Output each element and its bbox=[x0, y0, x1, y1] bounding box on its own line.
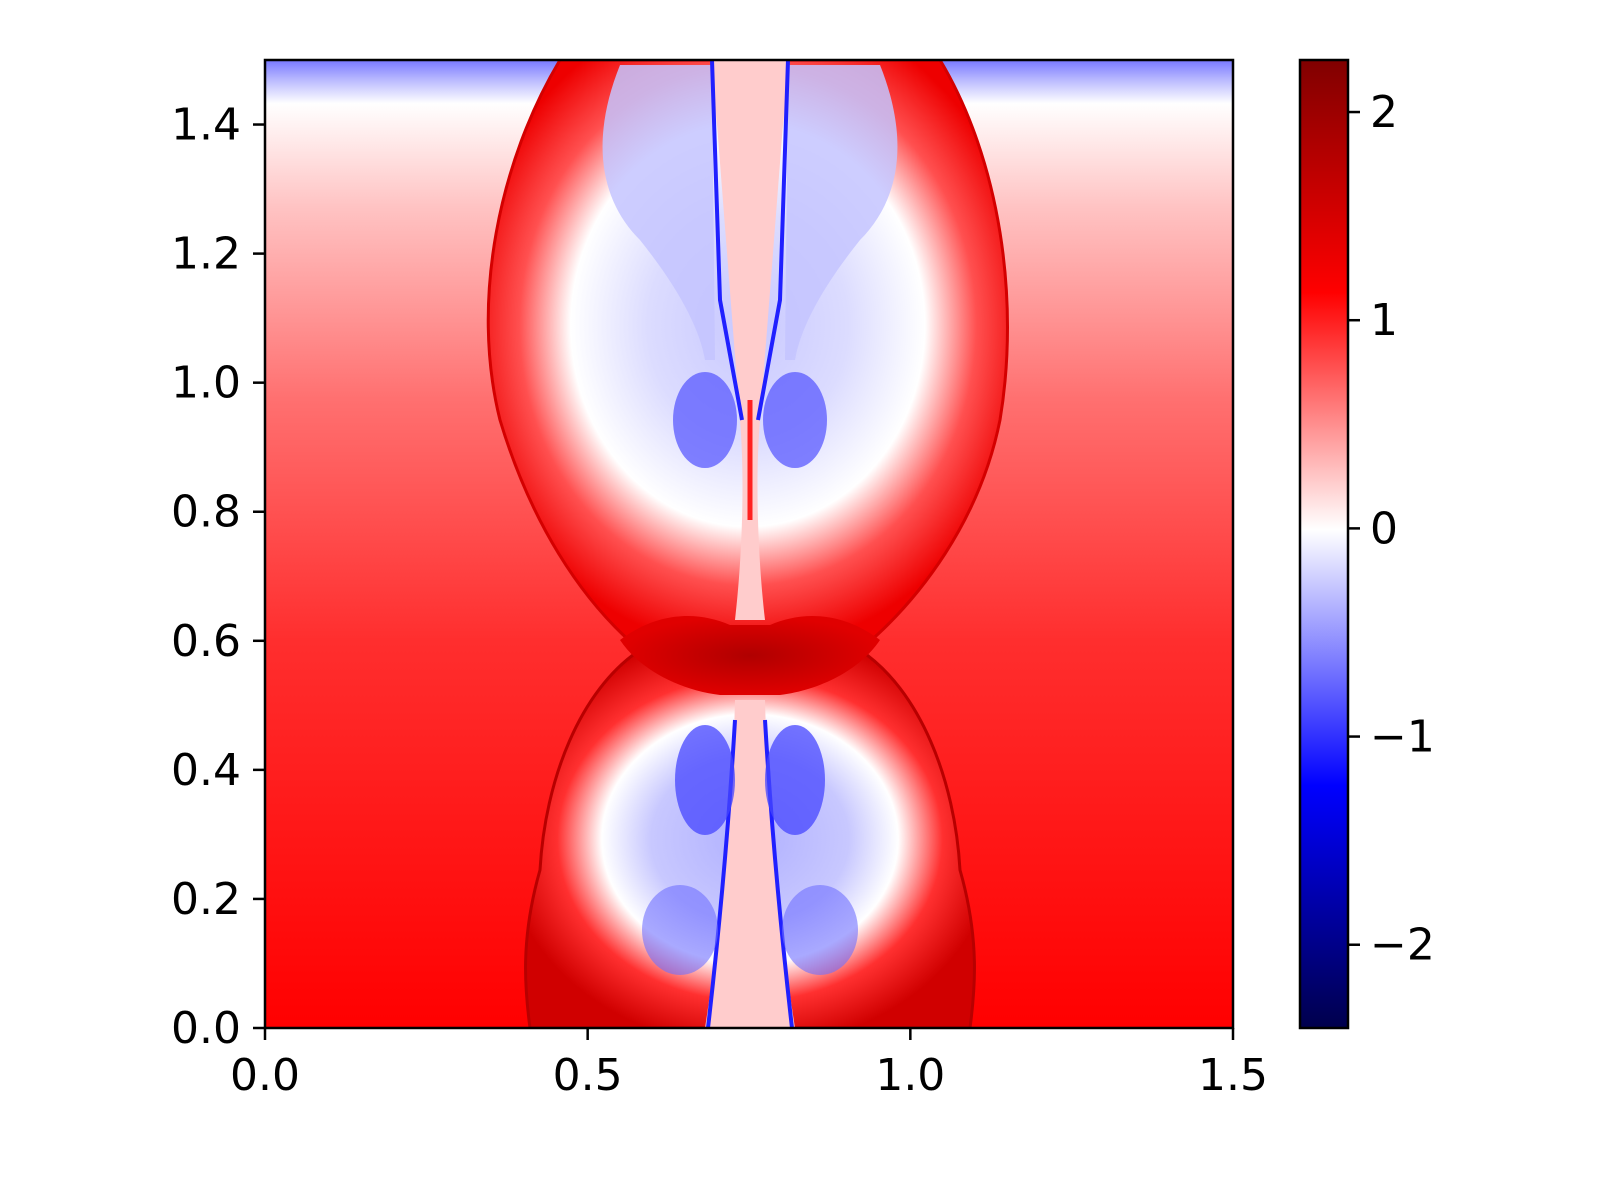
y-tick-label: 0.6 bbox=[171, 616, 241, 667]
colorbar-tick-label: 2 bbox=[1370, 87, 1398, 138]
upper-blue-wing-left bbox=[602, 65, 715, 360]
upper-vortex-left bbox=[673, 372, 737, 468]
lower-vortex-left bbox=[675, 725, 735, 835]
y-tick-label: 0.4 bbox=[171, 745, 241, 796]
interaction-knot bbox=[620, 615, 880, 695]
x-axis: 0.0 0.5 1.0 1.5 bbox=[230, 1028, 1268, 1101]
x-tick-label: 1.0 bbox=[875, 1050, 945, 1101]
colorbar bbox=[1298, 58, 1350, 1030]
lower-vortex-right-2 bbox=[782, 885, 858, 975]
colorbar-axis: −2 −1 0 1 2 bbox=[1348, 87, 1435, 971]
y-tick-label: 0.2 bbox=[171, 874, 241, 925]
y-tick-label: 1.4 bbox=[171, 100, 241, 151]
colorbar-tick-label: 1 bbox=[1370, 295, 1398, 346]
y-tick-label: 1.0 bbox=[171, 358, 241, 409]
lower-vortex-left-2 bbox=[642, 885, 718, 975]
x-tick-label: 1.5 bbox=[1198, 1050, 1268, 1101]
colorbar-tick-label: 0 bbox=[1370, 503, 1398, 554]
upper-jet bbox=[712, 60, 788, 620]
colorbar-tick-label: −1 bbox=[1370, 712, 1435, 763]
plot-frame bbox=[263, 58, 1235, 1030]
heatmap-field bbox=[265, 60, 1233, 1028]
x-tick-label: 0.5 bbox=[553, 1050, 623, 1101]
x-tick-label: 0.0 bbox=[230, 1050, 300, 1101]
colorbar-tick-label: −2 bbox=[1370, 920, 1435, 971]
upper-blue-wing-right bbox=[785, 65, 898, 360]
y-tick-label: 0.0 bbox=[171, 1003, 241, 1054]
upper-jet-edge-left bbox=[710, 60, 744, 421]
lower-jet bbox=[705, 700, 795, 1028]
y-axis: 0.0 0.2 0.4 0.6 0.8 1.0 1.2 1.4 bbox=[171, 100, 265, 1054]
y-tick-label: 0.8 bbox=[171, 487, 241, 538]
y-tick-label: 1.2 bbox=[171, 229, 241, 280]
lower-vortex-right bbox=[765, 725, 825, 835]
upper-vortex-right bbox=[763, 372, 827, 468]
upper-jet-edge-right bbox=[756, 60, 790, 421]
